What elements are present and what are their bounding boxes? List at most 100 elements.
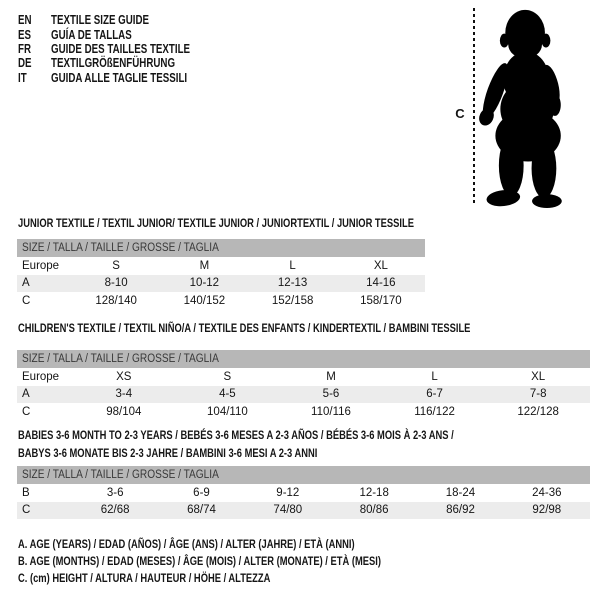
language-code: IT (18, 71, 51, 85)
babies-size-table: SIZE / TALLA / TAILLE / GRÖSSE / TAGLIA … (17, 466, 590, 519)
table-cell: 14-16 (366, 277, 396, 290)
table-cell: 12-13 (277, 277, 308, 290)
table-cell: 8-10 (104, 277, 128, 290)
table-cell: L (289, 259, 296, 272)
row-label: C (22, 504, 31, 517)
language-label-text: GUIDE DES TAILLES TEXTILE (51, 41, 191, 56)
table-cell: L (431, 370, 438, 383)
row-label: A (22, 388, 30, 401)
size-header-bar: SIZE / TALLA / TAILLE / GRÖSSE / TAGLIA (17, 239, 425, 257)
table-cell: 7-8 (529, 388, 547, 401)
babies-section-title-line1: BABIES 3-6 MONTH TO 2-3 YEARS / BEBÉS 3-… (18, 428, 454, 442)
table-cell: 122/128 (517, 405, 559, 418)
language-row-en: EN TEXTILE SIZE GUIDE (18, 13, 229, 27)
size-header-text: SIZE / TALLA / TAILLE / GRÖSSE / TAGLIA (22, 242, 219, 254)
language-code: FR (18, 42, 51, 56)
table-cell: 92/98 (532, 504, 562, 517)
table-cell: 24-36 (532, 486, 562, 499)
babies-section-title-line2: BABYS 3-6 MONATE BIS 2-3 JAHRE / BAMBINI… (18, 445, 318, 460)
table-cell: 152/158 (271, 294, 314, 307)
height-measure-label: C (455, 106, 465, 121)
size-header-bar: SIZE / TALLA / TAILLE / GRÖSSE / TAGLIA (17, 350, 590, 368)
footnote-a-text: A. AGE (YEARS) / EDAD (AÑOS) / ÂGE (ANS)… (18, 537, 355, 551)
table-row-b: B 3-6 6-9 9-12 12-18 18-24 24-36 (17, 484, 590, 502)
footnote-c: C. (cm) HEIGHT / ALTURA / HAUTEUR / HÖHE… (18, 570, 483, 587)
language-label: TEXTILE SIZE GUIDE (51, 13, 229, 27)
table-row-europe: Europe XS S M L XL (17, 368, 590, 386)
footnote-a: A. AGE (YEARS) / EDAD (AÑOS) / ÂGE (ANS)… (18, 536, 483, 553)
table-cell: 3-4 (115, 388, 133, 401)
table-cell: 10-12 (189, 277, 220, 290)
language-code: EN (18, 13, 51, 27)
language-code-text: EN (18, 13, 32, 28)
footnote-legend: A. AGE (YEARS) / EDAD (AÑOS) / ÂGE (ANS)… (18, 536, 483, 587)
language-row-de: DE TEXTILGRÖßENFÜHRUNG (18, 56, 229, 70)
language-label: TEXTILGRÖßENFÜHRUNG (51, 56, 229, 70)
table-cell: 128/140 (95, 294, 137, 307)
row-label: C (22, 294, 31, 307)
language-label-text: TEXTILE SIZE GUIDE (51, 13, 150, 28)
table-cell: 74/80 (273, 504, 303, 517)
table-cell: 158/170 (360, 294, 402, 307)
table-cell: 12-18 (359, 486, 389, 499)
table-row-a: A 8-10 10-12 12-13 14-16 (17, 274, 425, 292)
table-cell: XS (116, 370, 132, 383)
children-section-title-text: CHILDREN'S TEXTILE / TEXTIL NIÑO/A / TEX… (18, 321, 471, 335)
language-label: GUIDA ALLE TAGLIE TESSILI (51, 71, 229, 85)
table-cell: 6-7 (426, 388, 443, 401)
table-row-a: A 3-4 4-5 5-6 6-7 7-8 (17, 385, 590, 403)
junior-section-title-text: JUNIOR TEXTILE / TEXTIL JUNIOR/ TEXTILE … (18, 216, 414, 230)
row-label: B (22, 486, 30, 499)
table-cell: 86/92 (446, 504, 475, 517)
footnote-b: B. AGE (MONTHS) / EDAD (MESES) / ÂGE (MO… (18, 553, 483, 570)
children-section-title: CHILDREN'S TEXTILE / TEXTIL NIÑO/A / TEX… (18, 320, 598, 338)
table-cell: 4-5 (219, 388, 236, 401)
language-label: GUIDE DES TAILLES TEXTILE (51, 42, 229, 56)
children-size-table: SIZE / TALLA / TAILLE / GRÖSSE / TAGLIA … (17, 350, 590, 421)
language-code-text: ES (18, 27, 32, 42)
language-code-text: FR (18, 41, 32, 56)
junior-size-table: SIZE / TALLA / TAILLE / GRÖSSE / TAGLIA … (17, 239, 425, 310)
language-code-text: DE (18, 56, 32, 71)
table-cell: 5-6 (322, 388, 340, 401)
language-row-es: ES GUÍA DE TALLAS (18, 27, 229, 42)
language-code-text: IT (18, 70, 27, 85)
table-cell: M (326, 370, 336, 383)
table-cell: 116/122 (414, 405, 455, 418)
size-header-text: SIZE / TALLA / TAILLE / GRÖSSE / TAGLIA (22, 353, 219, 365)
table-cell: 62/68 (100, 504, 130, 517)
table-cell: 104/110 (207, 405, 248, 418)
size-header-text: SIZE / TALLA / TAILLE / GRÖSSE / TAGLIA (22, 469, 219, 481)
language-label-text: GUÍA DE TALLAS (51, 27, 132, 42)
language-row-fr: FR GUIDE DES TAILLES TEXTILE (18, 42, 229, 56)
table-cell: XL (531, 370, 546, 383)
row-label: A (22, 277, 30, 290)
footnote-c-text: C. (cm) HEIGHT / ALTURA / HAUTEUR / HÖHE… (18, 571, 271, 585)
table-row-c: C 128/140 140/152 152/158 158/170 (17, 292, 425, 310)
table-row-c: C 98/104 104/110 110/116 116/122 122/128 (17, 403, 590, 421)
table-cell: 110/116 (311, 405, 351, 418)
table-cell: 98/104 (106, 405, 142, 418)
baby-silhouette-icon (479, 9, 562, 209)
table-row-europe: Europe S M L XL (17, 257, 425, 275)
babies-section-title: BABIES 3-6 MONTH TO 2-3 YEARS / BEBÉS 3-… (18, 427, 577, 462)
table-cell: 6-9 (193, 486, 210, 499)
size-header-bar: SIZE / TALLA / TAILLE / GRÖSSE / TAGLIA (17, 466, 590, 484)
table-cell: S (223, 370, 232, 383)
junior-section-title: JUNIOR TEXTILE / TEXTIL JUNIOR/ TEXTILE … (18, 215, 526, 233)
language-label: GUÍA DE TALLAS (51, 28, 229, 42)
table-row-c: C 62/68 68/74 74/80 80/86 86/92 92/98 (17, 501, 590, 519)
table-cell: 68/74 (187, 504, 216, 517)
language-row-it: IT GUIDA ALLE TAGLIE TESSILI (18, 71, 229, 85)
table-cell: 140/152 (183, 294, 226, 307)
table-cell: M (199, 259, 210, 272)
language-code: ES (18, 28, 51, 42)
language-title-list: EN TEXTILE SIZE GUIDE ES GUÍA DE TALLAS … (18, 13, 229, 85)
table-cell: XL (373, 259, 388, 272)
language-label-text: TEXTILGRÖßENFÜHRUNG (51, 56, 176, 71)
row-label: Europe (22, 370, 60, 383)
row-label: C (22, 405, 31, 418)
footnote-b-text: B. AGE (MONTHS) / EDAD (MESES) / ÂGE (MO… (18, 554, 381, 568)
table-cell: 9-12 (276, 486, 300, 499)
